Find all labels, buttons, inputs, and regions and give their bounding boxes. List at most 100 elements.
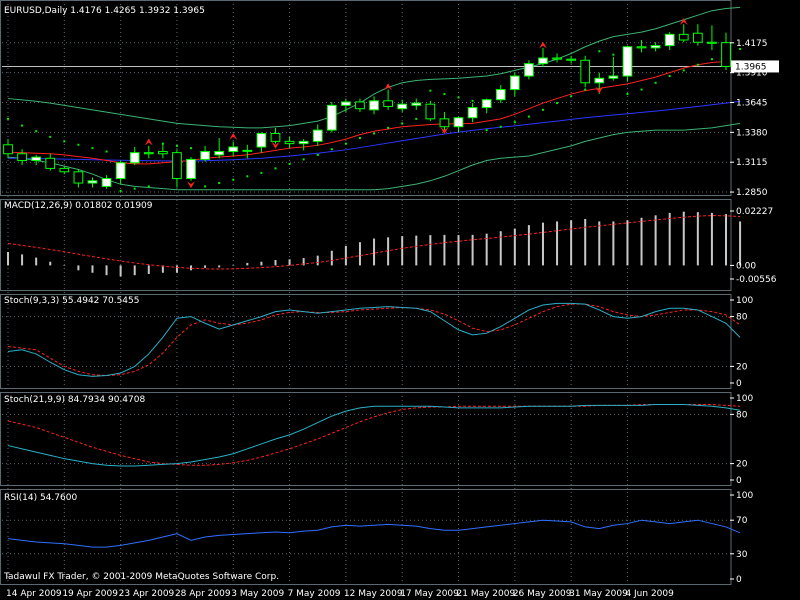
candle-body [664, 33, 675, 47]
sar-dot [119, 189, 122, 192]
sar-dot [344, 142, 347, 145]
parabolic-sar [7, 48, 742, 192]
candle-body [369, 100, 379, 111]
macd-bar [344, 245, 347, 266]
y-tick-label: 1.2850 [736, 188, 768, 198]
sar-dot [288, 162, 291, 165]
current-price-label: 1.3965 [735, 62, 767, 72]
macd-bar [429, 235, 432, 266]
sar-dot [710, 58, 713, 61]
fractal-up-arrow [679, 17, 688, 25]
macd-bar [584, 218, 587, 266]
candle-body [538, 57, 548, 65]
sar-dot [457, 96, 460, 99]
y-tick-label: 1.3380 [736, 128, 768, 138]
macd-bar [204, 265, 207, 268]
sar-dot [49, 135, 52, 138]
stoch-21-9-9-panel[interactable] [2, 404, 741, 467]
x-tick-label: 17 May 2009 [400, 589, 459, 599]
stoch2-main-line [7, 404, 741, 467]
sar-dot [133, 187, 136, 190]
x-tick-label: 26 May 2009 [513, 589, 572, 599]
candle-body [3, 144, 13, 155]
sar-dot [260, 171, 263, 174]
fractal-down-arrow [271, 141, 280, 149]
sar-dot [598, 50, 601, 53]
rsi-line [7, 519, 741, 548]
panel-border-main [0, 0, 732, 196]
macd-bar [654, 215, 657, 266]
macd-bar [63, 265, 66, 266]
macd-bar [556, 221, 559, 266]
x-tick-label: 7 May 2009 [288, 589, 341, 599]
stoch-9-3-3-panel[interactable] [2, 302, 741, 377]
stoch2-title: Stoch(21,9,9) 84.7934 90.4708 [4, 395, 145, 405]
candle-body [509, 75, 520, 91]
macd-bar [49, 261, 52, 266]
ma-fast-line [8, 60, 741, 165]
rsi-title: RSI(14) 54.7600 [4, 493, 77, 503]
candle-body [425, 103, 436, 120]
macd-panel[interactable] [7, 211, 742, 277]
candle-body [411, 102, 422, 106]
y-tick-label: 70 [736, 516, 748, 526]
macd-bar [77, 265, 80, 271]
sar-dot [471, 99, 474, 102]
macd-bar [260, 261, 263, 266]
macd-bar [541, 222, 544, 266]
candle-body [186, 158, 196, 180]
macd-bar [443, 234, 446, 266]
sar-dot [570, 95, 573, 98]
sar-dot [190, 147, 193, 150]
y-tick-label: 1.4175 [736, 39, 768, 49]
macd-bar [147, 265, 150, 274]
price-panel[interactable] [3, 6, 742, 192]
candle-body [622, 46, 633, 77]
x-tick-label: 21 May 2009 [457, 589, 516, 599]
candle-body [115, 162, 126, 180]
x-tick-label: 19 Apr 2009 [62, 589, 118, 599]
candle-body [129, 152, 140, 164]
candle-body [524, 63, 534, 77]
grid [0, 0, 732, 585]
macd-bar [373, 238, 376, 266]
candle-body [580, 59, 591, 84]
fractal-down-arrow [440, 127, 449, 135]
y-tick-label: 80 [736, 410, 748, 420]
y-tick-label: 30 [736, 550, 748, 560]
current-price-box [731, 60, 779, 73]
macd-bar [668, 212, 671, 266]
macd-bar [35, 257, 38, 266]
candle-body [157, 151, 168, 155]
macd-bar [218, 265, 221, 268]
y-tick-label: 100 [736, 394, 753, 404]
candle-body [256, 132, 267, 148]
candle-body [594, 77, 605, 84]
x-tick-label: 12 May 2009 [344, 589, 403, 599]
candle-body [31, 156, 42, 162]
macd-bar [739, 221, 742, 266]
sar-dot [218, 182, 221, 185]
sar-dot [302, 158, 305, 161]
macd-bar [288, 259, 291, 266]
sar-dot [373, 132, 376, 135]
sar-dot [415, 117, 418, 120]
rsi-panel[interactable] [2, 519, 741, 555]
y-tick-label: 100 [736, 296, 753, 306]
macd-bar [21, 254, 24, 266]
footer-copyright: Tadawul FX Trader, © 2001-2009 MetaQuote… [3, 572, 279, 582]
sar-dot [668, 75, 671, 78]
candle-body [45, 157, 56, 169]
fractals [144, 17, 688, 189]
candle-body [214, 151, 225, 156]
fractal-down-arrow [595, 86, 604, 94]
macd-bar [175, 265, 178, 273]
candle-body [650, 45, 661, 49]
stoch1-main-line [7, 302, 741, 377]
candle-body [678, 33, 689, 41]
main-title: EURUSD,Daily 1.4176 1.4265 1.3932 1.3965 [4, 6, 205, 16]
sar-dot [541, 108, 544, 111]
sar-dot [147, 185, 150, 188]
sar-dot [204, 185, 207, 188]
